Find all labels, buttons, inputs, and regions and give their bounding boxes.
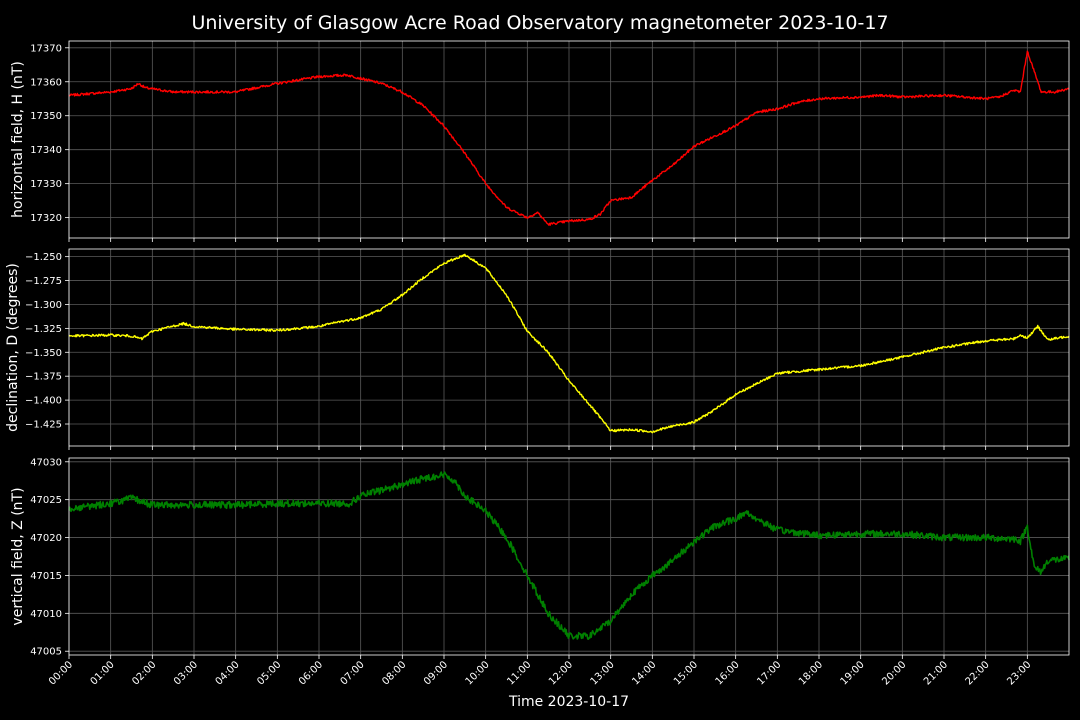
- x-tick-label: 02:00: [130, 659, 158, 687]
- x-tick-label: 10:00: [464, 659, 492, 687]
- horizontal-field-y-tick-label: 17340: [30, 145, 62, 156]
- horizontal-field-y-tick-label: 17370: [30, 43, 62, 54]
- declination-y-axis-label: declination, D (degrees): [5, 263, 21, 432]
- x-tick-label: 03:00: [172, 659, 200, 687]
- horizontal-field-panel: 17320 17330 17340 17350 17360 17370 horizontal…: [10, 40, 1070, 242]
- declination-series-line: [68, 253, 1070, 434]
- horizontal-field-y-tick-label: 17320: [30, 213, 62, 224]
- vertical-field-y-tick-label: 47015: [30, 571, 62, 582]
- chart-title: University of Glasgow Acre Road Observat…: [191, 12, 888, 34]
- vertical-field-y-tick-label: 47030: [30, 457, 62, 468]
- declination-y-tick-label: −1.300: [25, 300, 62, 311]
- vertical-field-axes-frame: [68, 457, 1070, 656]
- x-tick-label: 07:00: [339, 659, 367, 687]
- x-tick-label: 06:00: [297, 659, 325, 687]
- horizontal-field-y-tick-label: 17330: [30, 179, 62, 190]
- vertical-field-y-tick-label: 47010: [30, 609, 62, 620]
- x-tick-label: 11:00: [505, 659, 533, 687]
- declination-y-tick-label: −1.375: [25, 372, 62, 383]
- x-tick-label: 15:00: [672, 659, 700, 687]
- x-tick-label: 13:00: [589, 659, 617, 687]
- declination-y-tick-label: −1.325: [25, 324, 62, 335]
- declination-y-tick-label: −1.425: [25, 420, 62, 431]
- declination-y-tick-label: −1.250: [25, 252, 62, 263]
- x-tick-label: 22:00: [964, 659, 992, 687]
- x-tick-label: 20:00: [880, 659, 908, 687]
- x-tick-label: 08:00: [380, 659, 408, 687]
- declination-y-tick-label: −1.350: [25, 348, 62, 359]
- horizontal-field-y-tick-label: 17360: [30, 77, 62, 88]
- x-axis-label: Time 2023-10-17: [508, 694, 629, 710]
- vertical-field-y-tick-label: 47025: [30, 495, 62, 506]
- vertical-field-y-tick-label: 47005: [30, 647, 62, 658]
- declination-y-tick-label: −1.400: [25, 396, 62, 407]
- horizontal-field-series-line: [68, 50, 1070, 226]
- horizontal-field-y-axis-label: horizontal field, H (nT): [10, 61, 26, 218]
- x-tick-label: 00:00: [47, 659, 75, 687]
- horizontal-field-axes-frame: [68, 40, 1070, 239]
- declination-y-tick-label: −1.275: [25, 276, 62, 287]
- x-tick-label: 09:00: [422, 659, 450, 687]
- x-tick-label: 23:00: [1005, 659, 1033, 687]
- vertical-field-y-axis-label: vertical field, Z (nT): [10, 487, 26, 625]
- x-tick-label: 14:00: [630, 659, 658, 687]
- declination-axes-frame: [68, 248, 1070, 447]
- x-tick-label: 01:00: [89, 659, 117, 687]
- vertical-field-series-line: [68, 471, 1070, 640]
- x-tick-label: 17:00: [755, 659, 783, 687]
- vertical-field-y-tick-label: 47020: [30, 533, 62, 544]
- panels: 17320 17330 17340 17350 17360 17370 horizontal…: [5, 40, 1070, 688]
- declination-panel: −1.425 −1.400 −1.375 −1.350 −1.325 −1.300 −1.2…: [5, 248, 1070, 450]
- x-tick-label: 21:00: [922, 659, 950, 687]
- horizontal-field-y-tick-label: 17350: [30, 111, 62, 122]
- x-tick-label: 19:00: [839, 659, 867, 687]
- x-tick-label: 16:00: [714, 659, 742, 687]
- vertical-field-panel: 00:00 01:00 02:00 03:00 04:00 05:00 06:00 07:00…: [10, 457, 1070, 688]
- x-tick-label: 05:00: [255, 659, 283, 687]
- x-tick-label: 18:00: [797, 659, 825, 687]
- x-tick-label: 12:00: [547, 659, 575, 687]
- x-tick-label: 04:00: [214, 659, 242, 687]
